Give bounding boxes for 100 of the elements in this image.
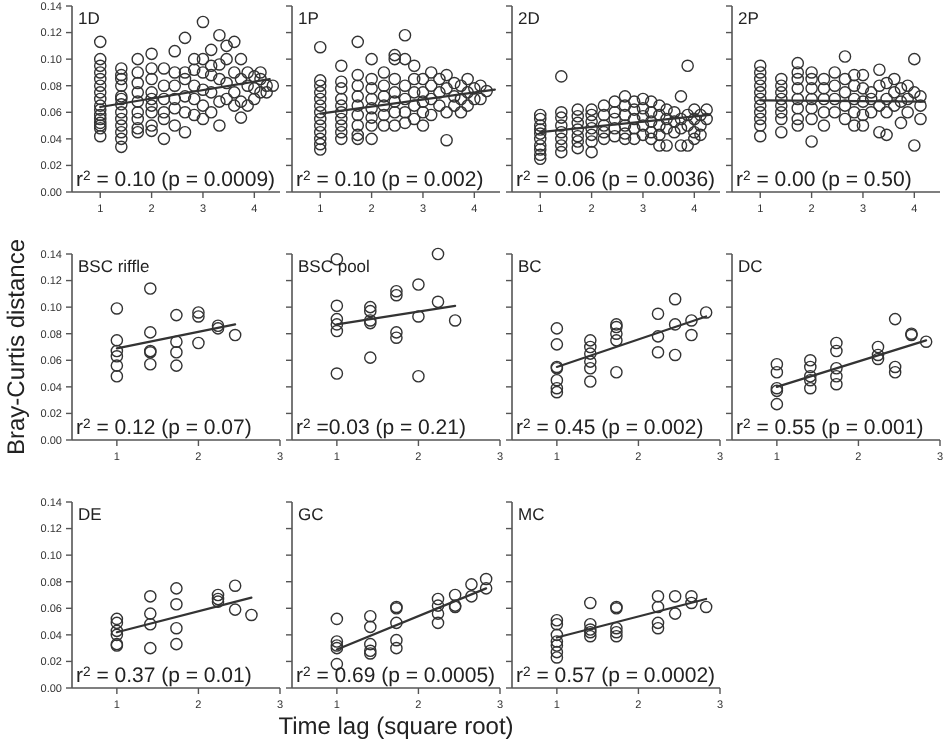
annotation: r$^{2}$ = 0.12 (p = 0.07) bbox=[76, 416, 252, 440]
point bbox=[584, 334, 597, 347]
point bbox=[584, 617, 597, 631]
point bbox=[479, 572, 493, 586]
point bbox=[448, 314, 462, 327]
point bbox=[804, 381, 817, 395]
point bbox=[804, 369, 817, 383]
point bbox=[412, 278, 425, 291]
y-axis-title: Bray-Curtis distance bbox=[2, 238, 30, 456]
point bbox=[330, 612, 344, 626]
point bbox=[431, 607, 445, 620]
point bbox=[584, 375, 597, 388]
point bbox=[610, 365, 623, 379]
point bbox=[610, 629, 623, 643]
point bbox=[550, 322, 564, 335]
point bbox=[364, 351, 377, 364]
point bbox=[699, 600, 713, 614]
point bbox=[390, 616, 403, 630]
point bbox=[550, 381, 564, 395]
x-axis-title: Time lag (square root) bbox=[278, 712, 514, 740]
point bbox=[610, 621, 623, 635]
annotation: r$^{2}$ = 0.10 (p = 0.002) bbox=[296, 168, 484, 192]
point bbox=[651, 616, 665, 630]
annotation: r$^{2}$ =0.03 (p = 0.21) bbox=[296, 416, 466, 440]
point bbox=[871, 352, 885, 366]
point bbox=[330, 635, 344, 648]
point bbox=[584, 629, 597, 643]
point bbox=[668, 590, 682, 603]
point bbox=[170, 621, 183, 635]
point bbox=[390, 633, 403, 647]
point bbox=[651, 307, 665, 321]
point bbox=[110, 359, 124, 372]
point bbox=[110, 369, 124, 383]
chart-title: 1P bbox=[298, 8, 320, 28]
point bbox=[110, 616, 124, 630]
annotation: r$^{2}$ = 0.06 (p = 0.0036) bbox=[516, 168, 716, 192]
point bbox=[668, 348, 682, 362]
point bbox=[668, 292, 682, 306]
point bbox=[170, 582, 183, 595]
point bbox=[110, 302, 124, 315]
point bbox=[228, 579, 242, 592]
annotation: r$^{2}$ = 0.10 (p = 0.0009) bbox=[76, 168, 276, 192]
point bbox=[550, 651, 564, 664]
annotation: r$^{2}$ = 0.69 (p = 0.0005) bbox=[296, 664, 496, 688]
point bbox=[390, 641, 403, 655]
point bbox=[364, 609, 377, 623]
point bbox=[170, 308, 183, 322]
point bbox=[804, 373, 817, 387]
chart-title: GC bbox=[298, 504, 324, 524]
chart-title: BSC pool bbox=[298, 256, 371, 276]
point bbox=[770, 365, 784, 379]
chart-title: BC bbox=[518, 256, 542, 276]
point bbox=[330, 299, 344, 313]
point bbox=[390, 288, 403, 302]
point bbox=[651, 330, 665, 343]
point bbox=[919, 335, 933, 348]
point bbox=[330, 312, 344, 326]
point bbox=[830, 377, 843, 391]
point bbox=[110, 344, 124, 358]
point bbox=[228, 328, 242, 342]
point bbox=[770, 357, 784, 371]
point bbox=[584, 596, 597, 610]
chart-title: DE bbox=[78, 504, 103, 524]
point bbox=[804, 360, 817, 374]
annotation: r$^{2}$ = 0.55 (p = 0.001) bbox=[736, 416, 924, 440]
point bbox=[888, 365, 902, 379]
point bbox=[668, 607, 682, 620]
point bbox=[170, 359, 183, 372]
point bbox=[390, 331, 403, 344]
point bbox=[888, 312, 902, 326]
point bbox=[144, 282, 157, 295]
annotation: r$^{2}$ = 0.37 (p = 0.01) bbox=[76, 664, 252, 688]
point bbox=[550, 645, 564, 659]
chart-title: 2P bbox=[738, 8, 760, 28]
point bbox=[668, 318, 682, 331]
point bbox=[110, 334, 124, 347]
point bbox=[550, 385, 564, 399]
point bbox=[651, 346, 665, 359]
point bbox=[651, 590, 665, 603]
point bbox=[364, 620, 377, 634]
point bbox=[144, 326, 157, 339]
point bbox=[110, 350, 124, 363]
point bbox=[610, 334, 623, 347]
point bbox=[584, 361, 597, 375]
point bbox=[770, 397, 784, 411]
chart-title: 1D bbox=[78, 8, 100, 28]
point bbox=[144, 641, 157, 655]
chart-title: BSC riffle bbox=[78, 256, 151, 276]
point bbox=[330, 318, 344, 331]
point bbox=[479, 582, 493, 595]
point bbox=[871, 348, 885, 362]
point bbox=[651, 600, 665, 614]
point bbox=[651, 621, 665, 635]
point bbox=[110, 628, 124, 642]
point bbox=[448, 588, 462, 602]
point bbox=[431, 247, 445, 261]
point bbox=[550, 635, 564, 648]
point bbox=[830, 344, 843, 358]
annotation: r$^{2}$ = 0.00 (p = 0.50) bbox=[736, 168, 912, 192]
point bbox=[685, 328, 698, 342]
